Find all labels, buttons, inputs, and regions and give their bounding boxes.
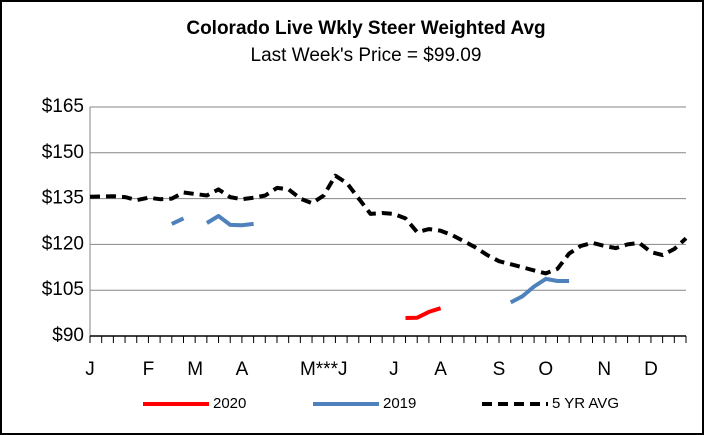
legend-label: 2020	[213, 395, 246, 412]
y-tick-label: $150	[42, 142, 84, 163]
legend-label: 2019	[383, 395, 416, 412]
x-tick-label: J	[389, 359, 399, 380]
x-tick-label: S	[493, 359, 506, 380]
chart-title: Colorado Live Wkly Steer Weighted Avg	[186, 18, 545, 39]
y-tick-label: $120	[42, 233, 84, 254]
x-tick-label: N	[597, 359, 611, 380]
x-tick-label: J	[85, 359, 95, 380]
x-tick-label: F	[143, 359, 155, 380]
y-tick-label: $135	[42, 188, 84, 209]
series-line	[89, 173, 688, 276]
x-tick-label: A	[434, 359, 447, 380]
x-tick-label: A	[236, 359, 249, 380]
x-tick-label: M	[187, 359, 203, 380]
series-line	[405, 306, 442, 320]
y-tick-label: $105	[42, 279, 84, 300]
legend-label: 5 YR AVG	[552, 395, 619, 412]
y-tick-label: $90	[52, 325, 84, 346]
x-tick-label: D	[644, 359, 658, 380]
chart-subtitle: Last Week's Price = $99.09	[251, 45, 482, 66]
x-tick-label: M***J	[300, 359, 348, 380]
series-line	[170, 214, 570, 305]
y-tick-label: $165	[42, 96, 84, 117]
x-tick-label: O	[538, 359, 553, 380]
